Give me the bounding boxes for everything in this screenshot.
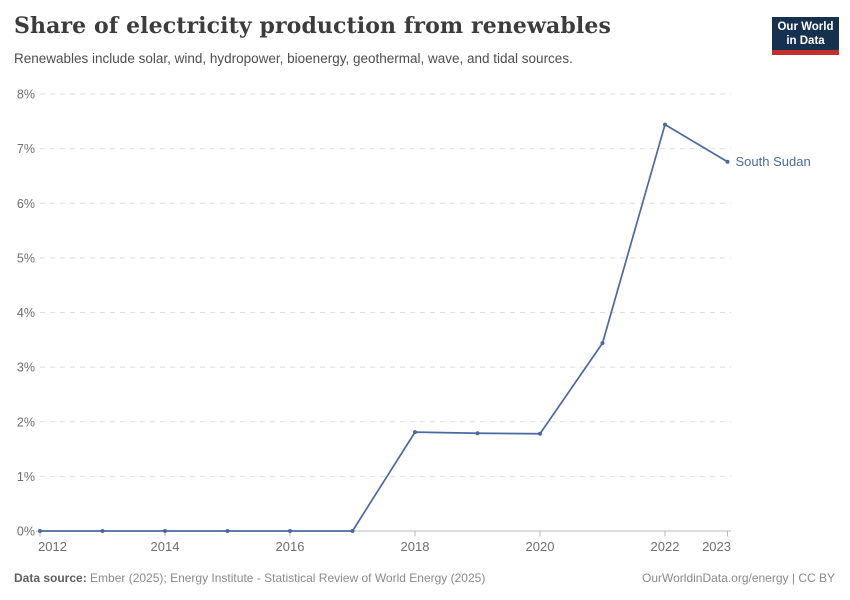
data-point[interactable]: [100, 529, 105, 533]
y-axis-tick-label: 2%: [17, 415, 35, 429]
x-axis-tick-label: 2020: [526, 539, 555, 554]
data-point[interactable]: [38, 529, 42, 533]
data-point[interactable]: [725, 159, 730, 164]
y-axis-tick-label: 1%: [17, 470, 35, 484]
data-source-text: Ember (2025); Energy Institute - Statist…: [86, 571, 486, 585]
x-axis-tick-label: 2018: [401, 539, 430, 554]
x-axis-tick-label: 2022: [651, 539, 680, 554]
owid-logo-line2: in Data: [786, 35, 825, 47]
data-point[interactable]: [663, 122, 667, 127]
y-axis-tick-label: 4%: [17, 306, 35, 320]
y-axis-tick-label: 3%: [17, 361, 35, 375]
chart-title: Share of electricity production from ren…: [14, 13, 611, 39]
data-point[interactable]: [350, 529, 355, 533]
x-axis-tick-label: 2014: [151, 539, 180, 554]
data-point[interactable]: [413, 430, 417, 435]
chart-subtitle: Renewables include solar, wind, hydropow…: [14, 51, 573, 66]
series-label: South Sudan: [736, 154, 811, 169]
y-axis-tick-label: 0%: [17, 525, 35, 539]
y-axis-tick-label: 8%: [17, 88, 35, 102]
y-axis-tick-label: 7%: [17, 142, 35, 156]
data-point[interactable]: [475, 431, 480, 436]
series-line: [39, 123, 729, 532]
data-source-label: Data source:: [14, 571, 87, 585]
y-axis-tick-label: 5%: [17, 251, 35, 265]
data-source-note: Data source: Ember (2025); Energy Instit…: [14, 571, 485, 585]
license-link[interactable]: OurWorldinData.org/energy | CC BY: [642, 571, 835, 585]
x-axis-tick-label: 2012: [38, 539, 67, 554]
data-point[interactable]: [288, 529, 292, 533]
data-point[interactable]: [538, 431, 542, 436]
owid-logo: Our World in Data: [772, 17, 839, 55]
owid-logo-line1: Our World: [777, 21, 834, 33]
x-axis-tick-label: 2016: [276, 539, 305, 554]
x-axis-tick-label: 2023: [702, 539, 731, 554]
data-point[interactable]: [163, 529, 167, 533]
y-axis-tick-label: 6%: [17, 197, 35, 211]
data-point[interactable]: [600, 341, 605, 346]
data-point[interactable]: [225, 529, 230, 533]
